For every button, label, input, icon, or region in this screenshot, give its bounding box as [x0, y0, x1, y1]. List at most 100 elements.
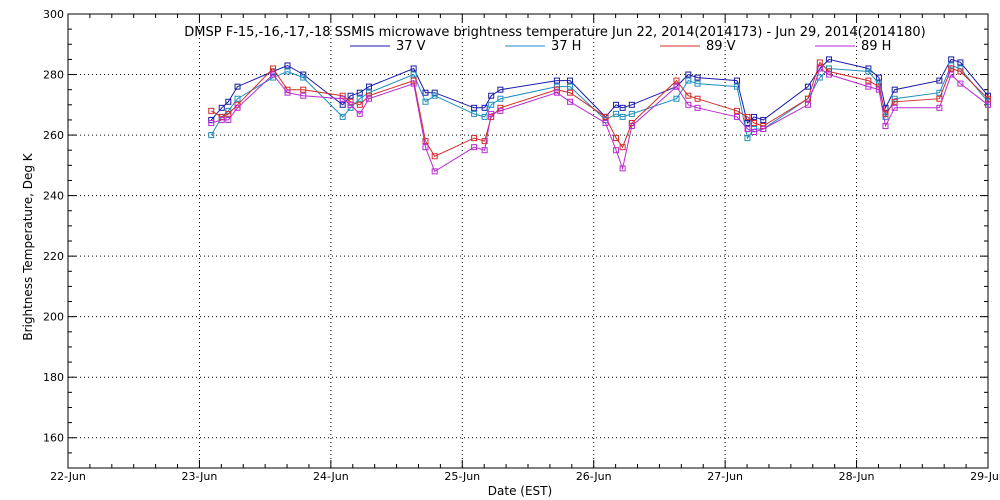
- data-point: [744, 135, 751, 142]
- y-tick-label: 300: [43, 8, 64, 21]
- data-point: [553, 77, 560, 84]
- data-point: [431, 153, 438, 160]
- data-point: [339, 113, 346, 120]
- data-point: [567, 98, 574, 105]
- data-point: [225, 110, 232, 117]
- data-point: [497, 107, 504, 114]
- data-point: [744, 119, 751, 126]
- data-point: [365, 83, 372, 90]
- data-point: [602, 119, 609, 126]
- data-point: [431, 92, 438, 99]
- data-point: [567, 77, 574, 84]
- data-point: [673, 77, 680, 84]
- data-point: [957, 59, 964, 66]
- data-point: [208, 119, 215, 126]
- data-point: [985, 101, 991, 108]
- data-point: [733, 77, 740, 84]
- y-tick-label: 180: [43, 371, 64, 384]
- data-point: [347, 92, 354, 99]
- x-tick-label: 22-Jun: [50, 470, 86, 483]
- data-point: [300, 71, 307, 78]
- data-point: [751, 129, 758, 136]
- grid-lines: [68, 14, 988, 468]
- data-point: [410, 65, 417, 72]
- y-tick-label: 160: [43, 432, 64, 445]
- data-point: [225, 116, 232, 123]
- series-89-h: [208, 65, 991, 175]
- series-line: [210, 64, 989, 140]
- data-point: [481, 113, 488, 120]
- data-point: [619, 165, 626, 172]
- data-point: [948, 62, 955, 69]
- data-point: [804, 83, 811, 90]
- data-point: [875, 74, 882, 81]
- data-point: [347, 101, 354, 108]
- data-point: [488, 110, 495, 117]
- y-tick-label: 220: [43, 250, 64, 263]
- data-point: [985, 95, 991, 102]
- data-point: [497, 95, 504, 102]
- data-point: [218, 116, 225, 123]
- series-89-v: [208, 59, 991, 160]
- data-point: [488, 92, 495, 99]
- data-point: [751, 113, 758, 120]
- data-point: [410, 71, 417, 78]
- data-point: [619, 113, 626, 120]
- series-line: [211, 67, 989, 173]
- y-tick-label: 200: [43, 311, 64, 324]
- data-point: [733, 113, 740, 120]
- data-point: [218, 104, 225, 111]
- data-point: [825, 56, 832, 63]
- data-point: [602, 113, 609, 120]
- data-point: [356, 95, 363, 102]
- x-tick-label: 24-Jun: [313, 470, 349, 483]
- data-point: [481, 104, 488, 111]
- data-point: [234, 83, 241, 90]
- data-point: [613, 147, 620, 154]
- series-37-v: [208, 56, 991, 126]
- series-line: [211, 61, 989, 157]
- data-point: [356, 110, 363, 117]
- legend-label: 37 V: [396, 39, 426, 54]
- data-point: [270, 65, 277, 72]
- data-point: [751, 119, 758, 126]
- y-tick-label: 260: [43, 129, 64, 142]
- data-point: [553, 86, 560, 93]
- data-point: [957, 68, 964, 75]
- x-tick-label: 27-Jun: [707, 470, 743, 483]
- data-point: [948, 56, 955, 63]
- data-point: [567, 89, 574, 96]
- data-point: [760, 116, 767, 123]
- x-axis: 22-Jun 23-Jun 24-Jun 25-Jun 26-Jun 27-Jun 28-J…: [50, 14, 1000, 483]
- data-point: [685, 92, 692, 99]
- data-point: [936, 95, 943, 102]
- data-point: [882, 104, 889, 111]
- data-point: [356, 89, 363, 96]
- data-point: [284, 89, 291, 96]
- data-point: [553, 83, 560, 90]
- data-point: [613, 110, 620, 117]
- data-point: [694, 95, 701, 102]
- data-point: [613, 135, 620, 142]
- legend: 37 V 37 H 89 V 89 H: [350, 39, 891, 54]
- data-point: [339, 101, 346, 108]
- data-point: [284, 68, 291, 75]
- y-tick-label: 280: [43, 69, 64, 82]
- x-tick-label: 26-Jun: [576, 470, 612, 483]
- data-point: [891, 95, 898, 102]
- data-point: [865, 77, 872, 84]
- data-point: [422, 138, 429, 145]
- data-point: [825, 71, 832, 78]
- data-point: [300, 86, 307, 93]
- data-point: [422, 144, 429, 151]
- data-point: [234, 95, 241, 102]
- data-point: [628, 122, 635, 129]
- data-point: [422, 89, 429, 96]
- plot-area-frame: [67, 13, 989, 469]
- series-line: [210, 58, 989, 124]
- data-point: [673, 83, 680, 90]
- legend-label: 89 V: [706, 39, 736, 54]
- data-point: [481, 138, 488, 145]
- y-axis: 160 180 200 220 240 260 280 300: [43, 8, 988, 454]
- data-point: [410, 80, 417, 87]
